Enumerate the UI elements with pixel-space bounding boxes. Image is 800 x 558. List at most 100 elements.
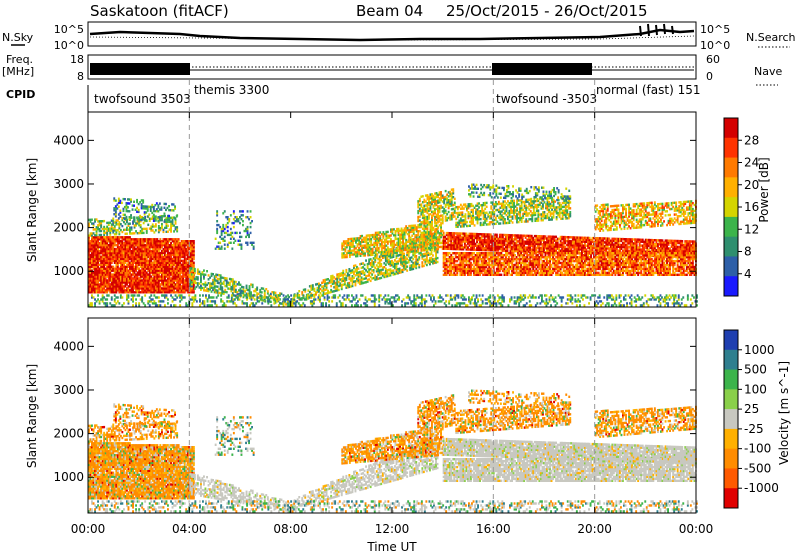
power-cell [167,221,169,223]
power-cell [231,232,233,234]
power-cell [454,202,456,204]
power-cell [370,280,372,282]
power-cell [154,216,156,218]
power-cell [275,292,277,294]
power-cell [314,288,316,290]
power-cell [231,248,233,250]
power-cell [419,216,421,218]
cpid-row: twofsound 3503 themis 3300 twofsound -35… [94,83,700,106]
power-cell [310,296,312,298]
power-cell [136,199,138,201]
power-cell [419,198,421,200]
power-cell [454,198,456,200]
power-cell [224,210,226,212]
power-cell [373,269,375,271]
power-cell [437,261,439,263]
power-cell [136,217,138,219]
power-cell [194,268,196,270]
power-cell [251,220,253,222]
power-cell [124,198,126,200]
nave-tick-top: 60 [706,53,720,66]
power-cell [380,263,382,265]
nsky-label: N.Sky [2,31,34,44]
power-cell [247,242,249,244]
power-cell [261,291,263,293]
power-cell [132,208,134,210]
power-cell [250,210,252,212]
power-cell [253,242,255,244]
power-cell [387,231,389,233]
power-cell [242,220,244,222]
power-cell [250,216,252,218]
power-cell [442,214,444,216]
power-cell [119,215,121,217]
power-cell [206,270,208,272]
power-cell [221,286,223,288]
power-cell [247,226,249,228]
power-cell [241,244,243,246]
power-cell [193,240,195,242]
power-cell [161,216,163,218]
power-cell [145,219,147,221]
power-cell [153,231,155,233]
power-cell [239,232,241,234]
power-cell [446,213,448,215]
power-cell [173,230,175,232]
power-cell [437,257,439,259]
power-cell [230,242,232,244]
cpid-label: CPID [6,88,35,101]
power-cell [320,292,322,294]
power-cell [161,206,163,208]
power-cell [100,234,102,236]
power-cell [133,216,135,218]
power-cell [130,198,132,200]
power-cell [119,210,121,212]
beam-label: Beam 04 [356,2,423,20]
power-cell [208,274,210,276]
cpid-label-3: twofsound -3503 [496,92,597,106]
power-cell [161,223,163,225]
power-cell [281,293,283,295]
power-cell [230,214,232,216]
power-cell [385,264,387,266]
power-cell [228,218,230,220]
power-cell [406,269,408,271]
power-cell [167,231,169,233]
freq-tick-bottom: 8 [77,70,84,83]
power-cell [406,266,408,268]
power-cell [250,232,252,234]
power-cell [143,232,145,234]
power-cell [431,233,433,235]
power-cell [364,252,366,254]
power-cell [285,295,287,297]
power-cell [240,284,242,286]
power-cell [142,217,144,219]
nsky-tick-bottom: 10^0 [54,39,84,52]
power-cell [131,226,133,228]
power-cell [133,201,135,203]
power-cell [168,205,170,207]
station-title: Saskatoon (fitACF) [90,2,229,20]
power-heatmap [88,184,698,307]
power-cell [143,222,145,224]
nsky-tick-top: 10^5 [54,23,84,36]
power-cell [496,234,498,236]
power-cell [173,203,175,205]
power-cell [250,226,252,228]
power-cell [226,277,228,279]
power-cell [226,291,228,293]
power-cell [118,198,120,200]
power-cell [144,216,146,218]
power-cell [130,214,132,216]
power-cell [235,281,237,283]
power-cell [256,287,258,289]
power-cell [364,272,366,274]
power-cell [345,269,347,271]
power-cell [232,278,234,280]
power-cell [155,229,157,231]
date-range: 25/Oct/2015 - 26/Oct/2015 [446,2,648,20]
power-cell [142,199,144,201]
power-cell [372,248,374,250]
power-cell [365,259,367,261]
power-cell [148,213,150,215]
